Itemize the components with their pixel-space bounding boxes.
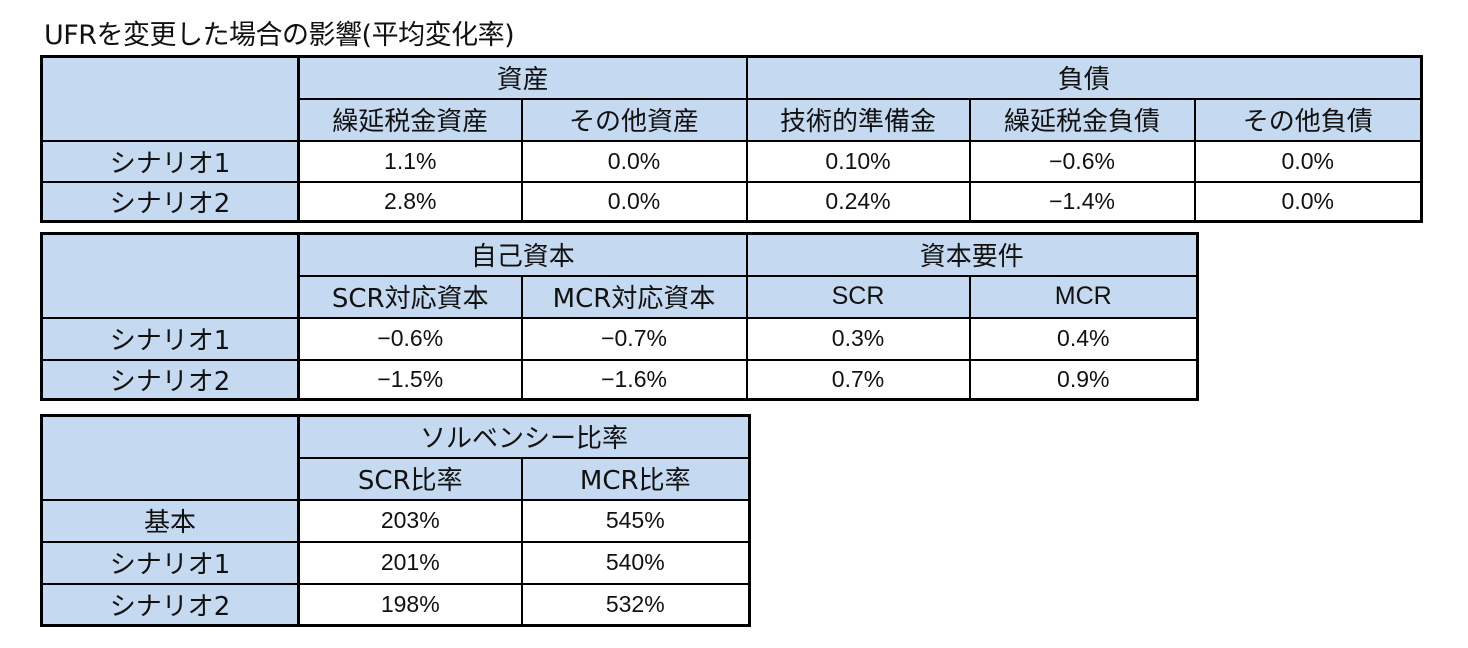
value-cell: 0.0% xyxy=(1193,180,1423,223)
value-cell: 0.7% xyxy=(745,358,971,401)
column-header: その他負債 xyxy=(1193,97,1423,142)
value-cell: −1.5% xyxy=(297,358,523,401)
row-label: シナリオ2 xyxy=(40,358,300,401)
value-cell: −0.7% xyxy=(520,316,748,361)
column-header: SCR xyxy=(745,274,971,319)
table-row: 基本 203% 545% xyxy=(40,498,751,543)
column-header: MCR対応資本 xyxy=(520,274,748,319)
column-header: 繰延税金資産 xyxy=(297,97,523,142)
corner-cell xyxy=(40,414,300,501)
page-title: UFRを変更した場合の影響(平均変化率) xyxy=(44,20,515,51)
row-label: シナリオ1 xyxy=(40,540,300,585)
value-cell: 0.0% xyxy=(1193,139,1423,183)
value-cell: 0.24% xyxy=(745,180,971,223)
value-cell: 0.0% xyxy=(520,180,748,223)
value-cell: 0.0% xyxy=(520,139,748,183)
group-header-liabilities: 負債 xyxy=(745,55,1423,100)
row-label: 基本 xyxy=(40,498,300,543)
row-label: シナリオ1 xyxy=(40,139,300,183)
column-header: 技術的準備金 xyxy=(745,97,971,142)
column-header: その他資産 xyxy=(520,97,748,142)
table-row: シナリオ1 −0.6% −0.7% 0.3% 0.4% xyxy=(40,316,1199,361)
row-label: シナリオ2 xyxy=(40,582,300,627)
row-label: シナリオ2 xyxy=(40,180,300,223)
column-header: 繰延税金負債 xyxy=(968,97,1196,142)
value-cell: 203% xyxy=(297,498,523,543)
value-cell: 540% xyxy=(520,540,751,585)
group-header-assets: 資産 xyxy=(297,55,748,100)
value-cell: 0.4% xyxy=(968,316,1199,361)
column-header: SCR対応資本 xyxy=(297,274,523,319)
table-row: シナリオ2 −1.5% −1.6% 0.7% 0.9% xyxy=(40,358,1199,401)
value-cell: 198% xyxy=(297,582,523,627)
group-header-own-funds: 自己資本 xyxy=(297,232,748,277)
value-cell: 201% xyxy=(297,540,523,585)
value-cell: 545% xyxy=(520,498,751,543)
value-cell: 2.8% xyxy=(297,180,523,223)
table-row: シナリオ2 198% 532% xyxy=(40,582,751,627)
column-header: MCR比率 xyxy=(520,456,751,501)
value-cell: 1.1% xyxy=(297,139,523,183)
table-row: シナリオ2 2.8% 0.0% 0.24% −1.4% 0.0% xyxy=(40,180,1423,223)
value-cell: 532% xyxy=(520,582,751,627)
value-cell: −0.6% xyxy=(297,316,523,361)
group-header-capital-requirements: 資本要件 xyxy=(745,232,1199,277)
value-cell: −1.6% xyxy=(520,358,748,401)
value-cell: 0.3% xyxy=(745,316,971,361)
column-header: SCR比率 xyxy=(297,456,523,501)
value-cell: −1.4% xyxy=(968,180,1196,223)
column-header: MCR xyxy=(968,274,1199,319)
corner-cell xyxy=(40,55,300,142)
own-funds-capital-table: 自己資本 資本要件 SCR対応資本 MCR対応資本 SCR MCR シナリオ1 … xyxy=(40,232,1200,401)
table-row: シナリオ1 1.1% 0.0% 0.10% −0.6% 0.0% xyxy=(40,139,1423,183)
corner-cell xyxy=(40,232,300,319)
solvency-ratio-table: ソルベンシー比率 SCR比率 MCR比率 基本 203% 545% シナリオ1 … xyxy=(40,414,752,627)
table-row: シナリオ1 201% 540% xyxy=(40,540,751,585)
value-cell: −0.6% xyxy=(968,139,1196,183)
row-label: シナリオ1 xyxy=(40,316,300,361)
value-cell: 0.10% xyxy=(745,139,971,183)
assets-liabilities-table: 資産 負債 繰延税金資産 その他資産 技術的準備金 繰延税金負債 その他負債 シ… xyxy=(40,55,1424,223)
group-header-solvency-ratio: ソルベンシー比率 xyxy=(297,414,751,459)
value-cell: 0.9% xyxy=(968,358,1199,401)
